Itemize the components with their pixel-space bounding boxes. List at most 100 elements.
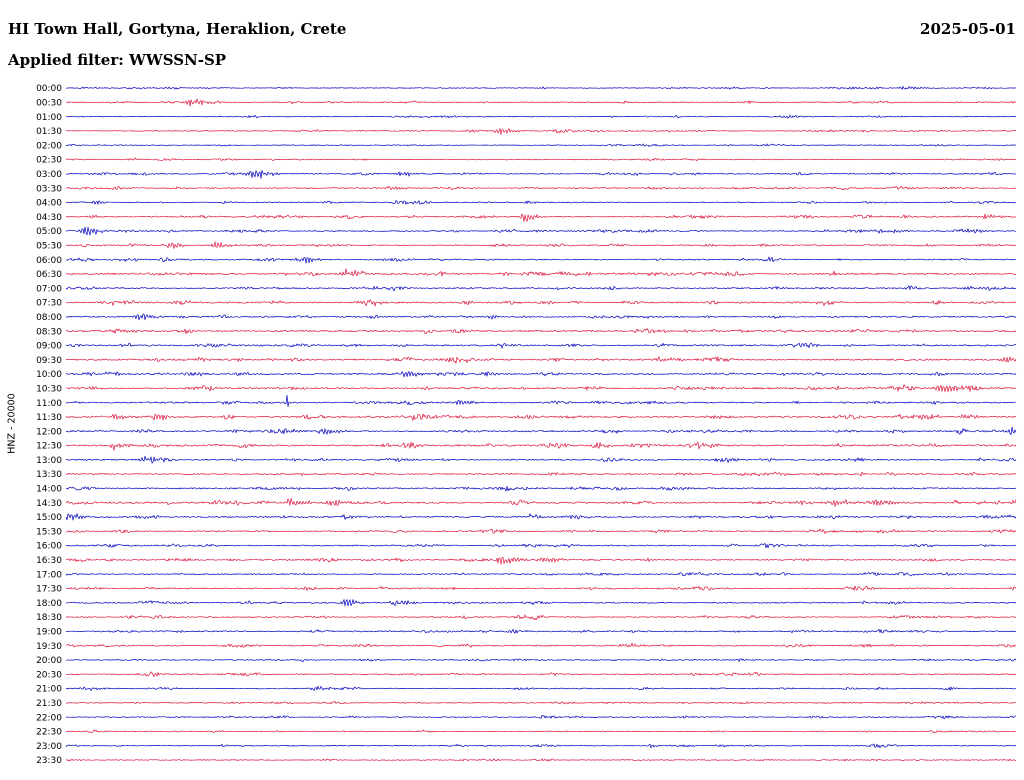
time-label: 03:30 [36,184,62,194]
trace-row-1930 [65,642,1017,648]
trace-row-0000 [66,86,1017,90]
trace-row-2130 [65,701,1016,705]
trace-row-1900 [65,629,1017,634]
time-label: 01:00 [36,113,62,123]
time-label: 11:00 [36,399,62,409]
trace-row-0230 [65,157,1017,162]
trace-row-1130 [65,413,1017,421]
station-title: HI Town Hall, Gortyna, Heraklion, Crete [8,20,347,38]
time-label: 17:30 [36,585,62,595]
record-date: 2025-05-01 [920,20,1016,38]
time-label: 04:00 [36,199,62,209]
time-label: 09:00 [36,342,62,352]
trace-row-0030 [66,98,1017,107]
time-label: 08:30 [36,327,62,337]
time-label: 18:00 [36,599,62,609]
trace-row-0200 [66,143,1016,147]
time-label: 17:00 [36,570,62,580]
time-label: 20:30 [36,670,62,680]
trace-row-1630 [65,557,1017,565]
trace-row-1600 [65,543,1017,549]
trace-row-0330 [65,185,1017,191]
time-label: 02:00 [36,141,62,151]
trace-row-2200 [65,714,1017,720]
time-label: 07:30 [36,299,62,309]
trace-row-0300 [65,169,1017,179]
time-label: 20:00 [36,656,62,666]
trace-row-1230 [65,441,1017,451]
trace-row-1100 [65,394,1016,407]
trace-row-2000 [65,658,1017,662]
time-label: 12:30 [36,442,62,452]
time-label: 15:30 [36,527,62,537]
time-label: 13:00 [36,456,62,466]
trace-row-0830 [65,328,1017,335]
time-label: 06:30 [36,270,62,280]
time-label: 13:30 [36,470,62,480]
trace-row-2300 [65,743,1017,749]
trace-row-0430 [66,213,1017,222]
trace-row-0530 [65,241,1016,249]
trace-row-0400 [65,200,1017,205]
time-label: 00:30 [36,98,62,108]
trace-row-2330 [65,758,1016,762]
time-label: 06:00 [36,256,62,266]
time-label: 09:30 [36,356,62,366]
trace-row-2230 [65,729,1016,734]
trace-row-0100 [65,114,1017,119]
time-label: 01:30 [36,127,62,137]
time-label: 10:00 [36,370,62,380]
trace-row-1030 [66,384,1017,393]
trace-row-0700 [65,285,1017,292]
time-label: 10:30 [36,384,62,394]
time-label: 23:00 [36,742,62,752]
trace-row-0600 [65,256,1017,264]
time-label: 19:00 [36,628,62,638]
time-label: 07:00 [36,284,62,294]
time-label: 19:30 [36,642,62,652]
time-label: 23:30 [36,756,62,766]
trace-row-1000 [65,371,1017,378]
trace-row-1400 [65,485,1017,492]
trace-row-0130 [65,128,1016,135]
time-label: 21:00 [36,685,62,695]
trace-row-1800 [65,599,1017,607]
time-label: 03:00 [36,170,62,180]
time-label: 08:00 [36,313,62,323]
time-label: 18:30 [36,613,62,623]
trace-row-1430 [65,497,1017,507]
time-label: 02:30 [36,156,62,166]
trace-row-2030 [66,671,1017,678]
trace-row-0730 [65,299,1017,307]
time-label: 14:00 [36,485,62,495]
time-label: 04:30 [36,213,62,223]
trace-row-2100 [65,685,1017,692]
time-label: 16:00 [36,542,62,552]
time-label: 12:00 [36,427,62,437]
applied-filter-label: Applied filter: WWSSN-SP [8,51,227,69]
trace-row-1700 [65,572,1017,577]
trace-row-1330 [65,471,1016,477]
time-label: 00:00 [36,84,62,94]
trace-row-0900 [65,342,1017,349]
time-label: 16:30 [36,556,62,566]
trace-row-0930 [65,356,1017,364]
trace-row-0500 [65,226,1017,236]
trace-row-1730 [65,585,1017,591]
time-label: 05:00 [36,227,62,237]
trace-row-1830 [65,614,1017,621]
time-label: 14:30 [36,499,62,509]
trace-row-0800 [65,313,1017,321]
trace-row-1300 [65,455,1017,464]
time-label: 15:00 [36,513,62,523]
trace-row-1530 [65,528,1017,534]
time-label: 05:30 [36,241,62,251]
trace-row-0630 [65,268,1016,277]
trace-row-1500 [65,513,1017,521]
time-label: 21:30 [36,699,62,709]
time-label: 22:00 [36,713,62,723]
time-label: 22:30 [36,728,62,738]
time-label: 11:30 [36,413,62,423]
